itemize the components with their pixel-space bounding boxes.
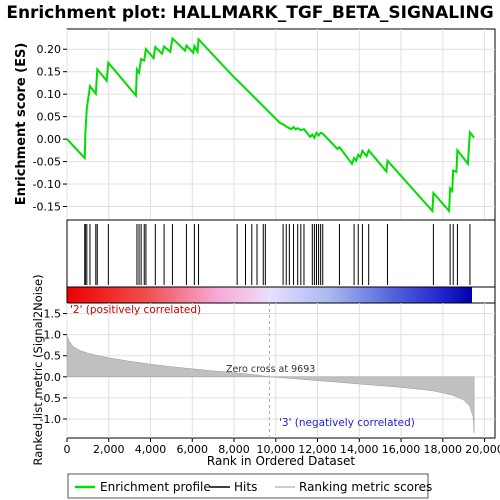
es-y-tick-label: 0.00 — [37, 133, 62, 146]
positive-correlation-label: '2' (positively correlated) — [70, 304, 201, 316]
ranking-metric-area — [66, 335, 475, 433]
x-tick-label: 20,000 — [465, 443, 500, 456]
x-tick-label: 8,000 — [218, 443, 250, 456]
metric-y-ticks: -1.0 -0.5 0.0 0.5 1.0 1.5 — [40, 308, 67, 426]
x-tick-label: 6,000 — [177, 443, 209, 456]
legend-hits-label: Hits — [234, 480, 257, 494]
es-y-tick-label: 0.20 — [37, 43, 62, 56]
es-y-tick-label: -0.10 — [33, 178, 61, 191]
metric-y-tick-label: 1.0 — [44, 329, 62, 342]
x-tick-label: 18,000 — [424, 443, 463, 456]
negative-correlation-label: '3' (negatively correlated) — [279, 417, 415, 429]
legend-box — [67, 473, 429, 499]
es-y-axis-label: Enrichment score (ES) — [14, 43, 29, 206]
x-tick-label: 14,000 — [340, 443, 379, 456]
x-tick-label: 10,000 — [257, 443, 296, 456]
zero-cross-label: Zero cross at 9693 — [226, 364, 315, 375]
x-axis-ticks: 0 2,000 4,000 6,000 8,000 10,000 12,000 14,000 1… — [64, 438, 500, 456]
es-y-tick-label: -0.05 — [33, 156, 61, 169]
es-panel-frame — [66, 28, 496, 221]
metric-y-tick-label: -0.5 — [40, 392, 61, 405]
es-y-tick-label: 0.10 — [37, 88, 62, 101]
chart-title: Enrichment plot: HALLMARK_TGF_BETA_SIGNA… — [6, 3, 493, 23]
metric-y-axis-label: Ranked list metric (Signal2Noise) — [31, 274, 45, 465]
metric-y-tick-label: -1.0 — [40, 413, 61, 426]
metric-y-tick-label: 0.0 — [44, 371, 62, 384]
legend-profile-label: Enrichment profile — [100, 480, 211, 494]
es-y-tick-label: 0.15 — [37, 66, 62, 79]
es-y-tick-label: 0.05 — [37, 111, 62, 124]
enrichment-profile-line — [66, 36, 475, 214]
x-tick-label: 12,000 — [298, 443, 337, 456]
x-tick-label: 16,000 — [382, 443, 421, 456]
metric-y-tick-label: 1.5 — [44, 308, 62, 321]
x-tick-label: 4,000 — [135, 443, 167, 456]
hits-panel-frame — [66, 219, 496, 288]
hit-markers — [84, 224, 471, 285]
x-axis-label: Rank in Ordered Dataset — [207, 454, 355, 468]
rank-color-bar — [67, 287, 472, 303]
x-tick-label: 2,000 — [93, 443, 125, 456]
legend-metric-label: Ranking metric scores — [299, 480, 432, 494]
es-y-tick-label: -0.15 — [33, 201, 61, 214]
x-tick-label: 0 — [64, 443, 71, 456]
es-grid — [66, 29, 495, 220]
es-y-ticks: -0.15 -0.10 -0.05 0.00 0.05 0.10 0.15 0.20 — [33, 43, 67, 214]
metric-y-tick-label: 0.5 — [44, 350, 62, 363]
